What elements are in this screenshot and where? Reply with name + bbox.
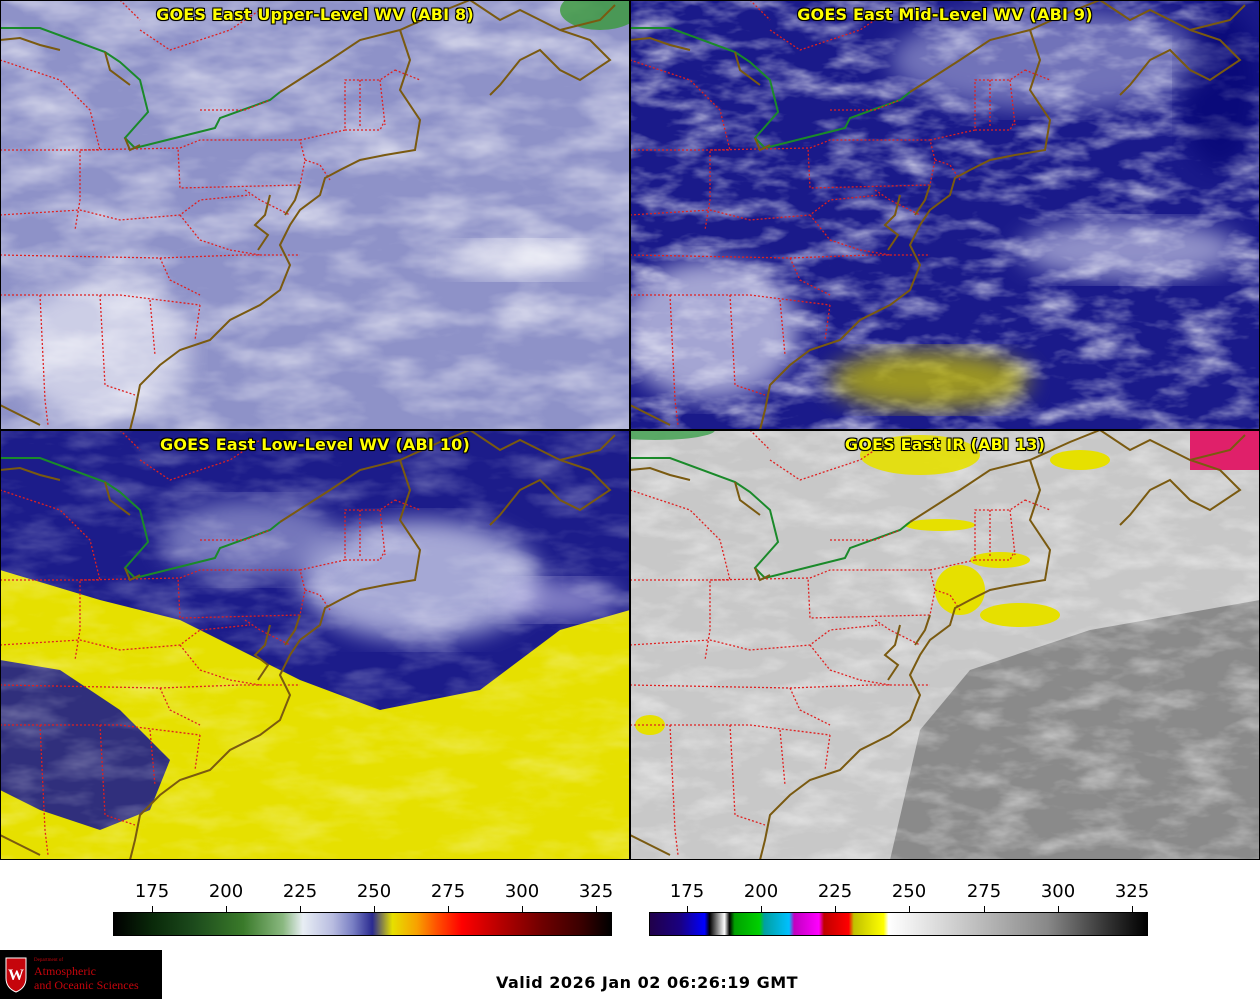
panel-title: GOES East IR (ABI 13) xyxy=(844,435,1046,454)
figure-frame xyxy=(0,0,1260,860)
colorbar-wv-tick-label: 200 xyxy=(208,881,244,902)
colorbar-ir-tick-label: 225 xyxy=(817,881,853,902)
colorbar-wv-tick xyxy=(522,906,523,912)
colorbar-ir-tick xyxy=(1058,906,1059,912)
panel-title: GOES East Upper-Level WV (ABI 8) xyxy=(156,5,474,24)
logo-dept-text: Department of xyxy=(34,958,64,963)
colorbar-ir-tick xyxy=(687,906,688,912)
colorbar-wv-tick-label: 225 xyxy=(282,881,318,902)
colorbar-wv-tick xyxy=(374,906,375,912)
colorbar-wv xyxy=(113,912,612,936)
colorbar-ir-tick-label: 325 xyxy=(1114,881,1150,902)
colorbar-ir-tick xyxy=(909,906,910,912)
colorbar-ir-tick xyxy=(1132,906,1133,912)
panel-low-level-wv: GOES East Low-Level WV (ABI 10) xyxy=(0,430,630,860)
logo-line1: Atmospheric xyxy=(34,964,96,978)
colorbar-ir-tick-label: 300 xyxy=(1040,881,1076,902)
colorbar-ir-tick-label: 250 xyxy=(891,881,927,902)
low-level-wv-image xyxy=(0,430,630,860)
colorbar-ir-tick-label: 275 xyxy=(966,881,1002,902)
colorbar-wv-tick-label: 250 xyxy=(356,881,392,902)
colorbar-ir xyxy=(649,912,1148,936)
svg-text:W: W xyxy=(8,967,24,984)
colorbar-wv-tick-label: 300 xyxy=(504,881,540,902)
colorbar-ir-tick-label: 200 xyxy=(743,881,779,902)
panel-ir: GOES East IR (ABI 13) xyxy=(630,430,1260,860)
aos-logo: W Department of Atmospheric and Oceanic … xyxy=(0,950,162,999)
colorbar-wv-tick xyxy=(152,906,153,912)
uw-crest-icon: W xyxy=(5,957,27,993)
colorbar-ir-tick xyxy=(761,906,762,912)
colorbar-wv-tick-label: 275 xyxy=(430,881,466,902)
colorbar-ir-tick xyxy=(835,906,836,912)
panel-title: GOES East Mid-Level WV (ABI 9) xyxy=(797,5,1093,24)
mid-level-wv-image xyxy=(630,0,1260,430)
panel-upper-level-wv: GOES East Upper-Level WV (ABI 8) xyxy=(0,0,630,430)
colorbar-wv-tick-label: 175 xyxy=(134,881,170,902)
colorbar-ir-tick xyxy=(984,906,985,912)
colorbar-wv-tick xyxy=(300,906,301,912)
colorbar-wv-tick xyxy=(596,906,597,912)
colorbar-wv-tick xyxy=(226,906,227,912)
colorbar-wv-tick xyxy=(448,906,449,912)
panel-divider-horizontal xyxy=(0,429,1260,431)
upper-level-wv-image xyxy=(0,0,630,430)
colorbar-ir-tick-label: 175 xyxy=(669,881,705,902)
colorbar-wv-tick-label: 325 xyxy=(578,881,614,902)
panel-title: GOES East Low-Level WV (ABI 10) xyxy=(159,435,470,454)
logo-line2: and Oceanic Sciences xyxy=(34,978,139,992)
ir-image xyxy=(630,430,1260,860)
panel-mid-level-wv: GOES East Mid-Level WV (ABI 9) xyxy=(630,0,1260,430)
valid-time: Valid 2026 Jan 02 06:26:19 GMT xyxy=(496,973,799,992)
